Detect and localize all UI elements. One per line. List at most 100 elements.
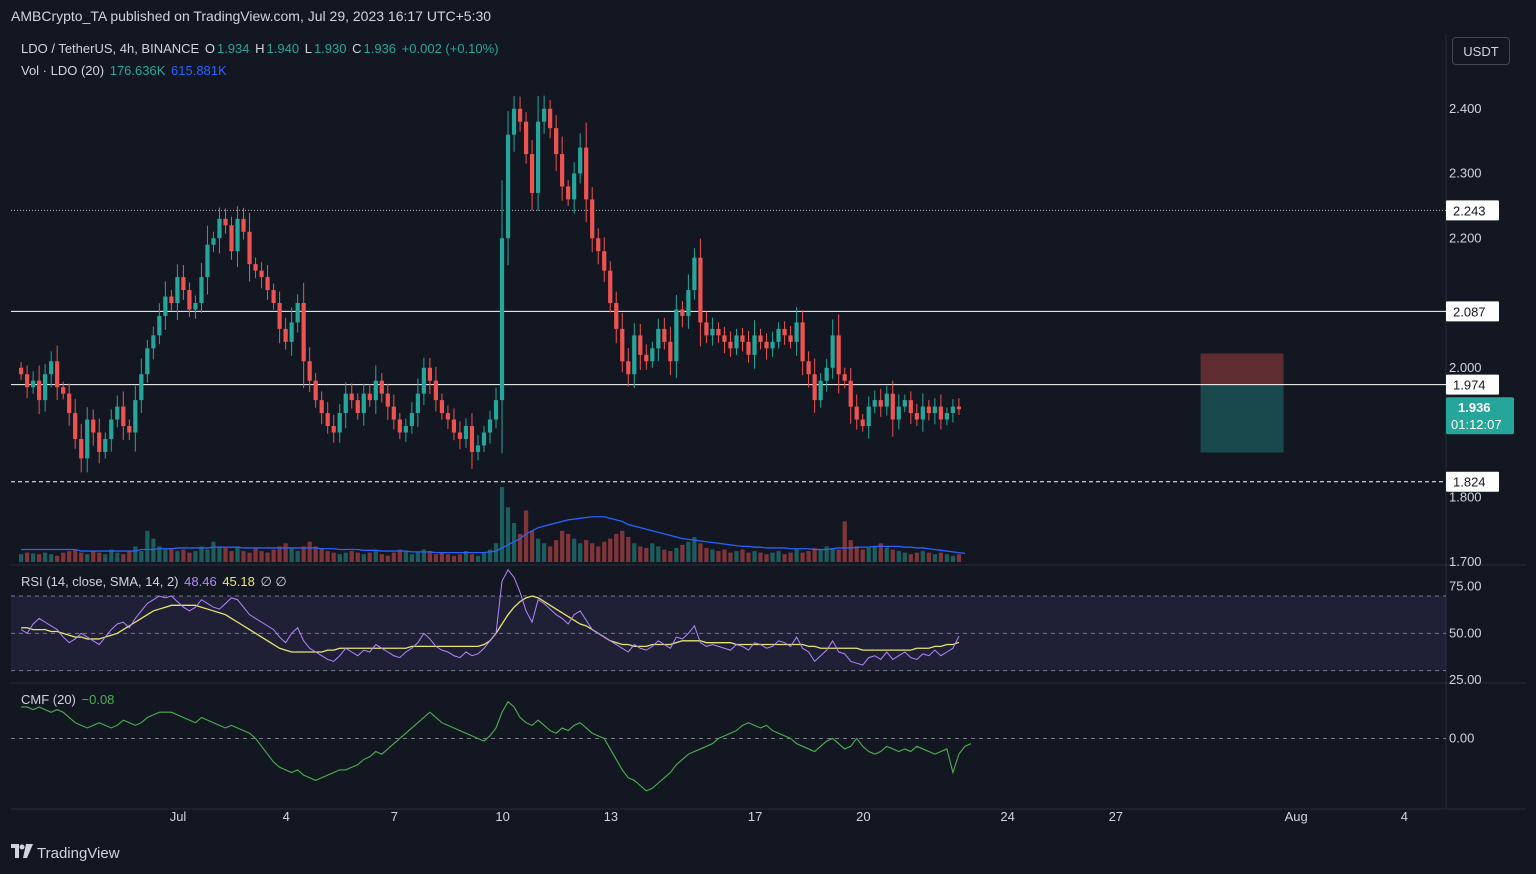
candle-body [193,303,198,310]
candle-body [331,426,336,433]
volume-bar [199,546,204,562]
cmf-pane [11,700,1446,792]
chart-area[interactable]: 2.400 2.300 2.200 2.000 1.800 1.700 2.243 2.087… [11,34,1526,840]
volume-bar [67,551,72,562]
candle-body [602,251,607,271]
candle-body [463,426,469,439]
volume-bar [313,546,318,562]
candle-body [79,438,84,459]
time-tick-label: 4 [1401,809,1408,824]
volume-bar [740,549,745,562]
candle-body [175,277,180,303]
volume-bar [283,543,288,562]
candle-body [674,309,679,362]
rsi-label[interactable]: RSI (14, close, SMA, 14, 2) [21,574,179,589]
volume-bar [926,552,931,562]
volume-bar [854,546,859,562]
volume-bar [205,549,210,562]
candle-body [151,335,156,349]
volume-bar [812,547,817,562]
volume-bar [409,554,414,562]
candle-body [517,108,523,122]
cmf-label[interactable]: CMF (20) [21,692,76,707]
rsi-value: 48.46 [184,574,217,589]
candle-body [884,393,889,407]
open-value: 1.934 [216,41,250,56]
candle-body [385,393,390,407]
volume-bar [950,555,956,562]
cmf-legend[interactable]: CMF (20) −0.08 [21,692,116,707]
candle-body [283,328,288,342]
cmf-tick-label: 0.00 [1449,730,1474,745]
volume-bar [343,552,348,562]
tradingview-logo[interactable]: TradingView [11,844,120,862]
volume-bar [656,546,661,562]
volume-bar [91,551,96,562]
volume-bar [349,551,354,562]
volume-bar [253,547,258,562]
volume-bar [830,547,835,562]
candle-body [169,296,174,303]
time-tick-label: Jul [170,809,187,824]
horizontal-levels[interactable] [11,209,1446,483]
volume-bar [584,540,589,562]
volume-bar [25,552,30,562]
volume-bar [73,549,78,562]
time-axis[interactable]: Jul 4 7 10 13 17 20 24 27 Aug 4 [170,809,1408,824]
time-tick-label: 27 [1109,809,1123,824]
candle-body [289,322,294,342]
candle-body [710,328,715,336]
currency-button[interactable]: USDT [1452,37,1510,65]
tradingview-logo-icon [11,844,33,862]
volume-bar [722,549,727,562]
volume-bar [938,552,943,562]
candle-body [511,108,517,135]
volume-bar [463,551,469,562]
volume-bar [397,549,402,562]
volume-bar [361,554,366,562]
volume-bar [157,546,162,562]
volume-legend[interactable]: Vol · LDO (20) 176.636K 615.881K [21,63,229,78]
candle-body [37,380,42,401]
rsi-tick-label: 50.00 [1449,625,1482,640]
candle-body [680,309,685,316]
volume-bar [415,552,420,562]
volume-bar [475,555,481,562]
rsi-legend[interactable]: RSI (14, close, SMA, 14, 2) 48.46 45.18 … [21,574,289,590]
volume-ma-value: 615.881K [171,63,227,78]
candle-body [620,328,625,362]
volume-bar [181,549,186,562]
volume-bar [481,552,487,562]
level-label-box [1446,374,1499,395]
volume-label[interactable]: Vol · LDO (20) [21,63,105,78]
level-label: 1.974 [1453,378,1486,393]
volume-bar [469,554,475,562]
candle-body [782,328,787,336]
candle-body [391,406,396,420]
candle-body [433,380,439,401]
change-value: +0.002 (+0.10%) [401,41,499,56]
symbol-name[interactable]: LDO / TetherUS, 4h, BINANCE [21,41,200,56]
candle-body [55,361,60,388]
candle-body [788,335,793,342]
chart-svg[interactable]: 2.400 2.300 2.200 2.000 1.800 1.700 2.243 2.087… [11,34,1526,840]
volume-bar [127,551,132,562]
volume-bar [49,554,54,562]
symbol-legend[interactable]: LDO / TetherUS, 4h, BINANCE O 1.934 H 1.94… [21,41,501,56]
volume-bar [560,530,565,562]
candle-body [572,173,577,200]
position-tool[interactable] [1200,353,1284,453]
volume-bar [842,521,847,562]
volume-bar [890,549,895,562]
price-axis[interactable]: 2.400 2.300 2.200 2.000 1.800 1.700 2.243 2.087… [1446,101,1514,746]
volume-bar [782,554,787,562]
volume-bar [776,551,781,562]
candle-body [103,438,108,452]
candle-body [451,419,457,433]
volume-bar [836,549,841,562]
candle-body [499,238,505,401]
volume-value: 176.636K [109,63,166,78]
candle-body [932,406,937,414]
low-label: L [304,41,312,56]
candle-body [638,335,643,355]
